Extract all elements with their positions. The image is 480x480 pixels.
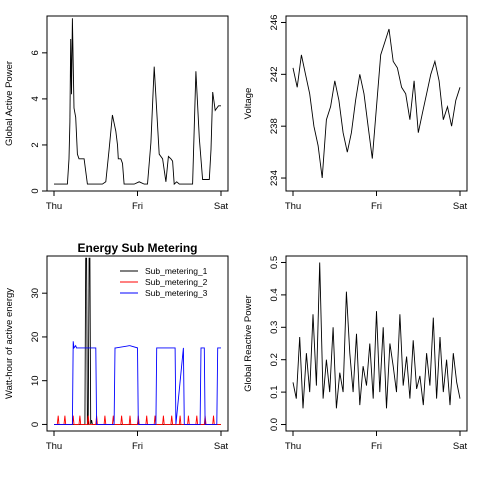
y-tick-label: 0.1 [269,386,280,399]
legend-entry: Sub_metering_1 [145,266,208,276]
x-tick-label: Sat [453,201,468,212]
x-tick-label: Thu [285,441,301,452]
chart-title: Energy Sub Metering [77,241,197,255]
y-axis-label: Global Active Power [4,61,15,146]
series-line-4-1 [293,263,460,409]
x-tick-label: Fri [132,201,143,212]
y-tick-label: 20 [30,332,41,343]
y-tick-label: 0.2 [269,353,280,366]
y-tick-label: 238 [269,118,280,134]
x-tick-label: Thu [46,441,62,452]
y-tick-label: 234 [269,170,280,186]
y-axis-label: Watt-hour of active energy [4,288,15,399]
x-tick-label: Sat [453,441,468,452]
y-tick-label: 0 [30,188,41,193]
panel-2: Thu Fri Sat 234 238 242 246 Voltage [243,15,467,212]
y-tick-label: 0.3 [269,321,280,334]
y-tick-label: 0 [30,422,41,427]
y-axis-label: Global Reactive Power [243,295,254,392]
panel-1: Thu Fri Sat 0 2 4 6 Global Active Power [4,16,228,212]
x-tick-label: Sat [214,201,229,212]
x-tick-label: Thu [46,201,62,212]
y-tick-label: 0.5 [269,256,280,269]
y-tick-label: 0.4 [269,288,280,301]
series-line-3-3 [54,341,221,424]
y-tick-label: 246 [269,15,280,31]
y-tick-label: 30 [30,288,41,299]
y-tick-label: 0.0 [269,418,280,431]
legend: Sub_metering_1Sub_metering_2Sub_metering… [120,266,208,298]
y-tick-label: 10 [30,375,41,386]
y-tick-label: 6 [30,50,41,55]
legend-entry: Sub_metering_3 [145,288,208,298]
legend-entry: Sub_metering_2 [145,277,208,287]
y-tick-label: 2 [30,142,41,147]
panel-3: Thu Fri Sat 0 10 20 30 Watt-hour of active ener… [4,241,228,452]
series-line-3-2 [54,416,221,425]
series-line-2-1 [293,29,460,178]
panel-4: Thu Fri Sat 0.0 0.1 0.2 0.3 0.4 0.5 Global Reacti… [243,256,467,452]
x-tick-label: Fri [371,441,382,452]
y-axis-label: Voltage [243,88,254,120]
x-tick-label: Sat [214,441,229,452]
series-line-1-1 [54,18,221,184]
y-tick-label: 242 [269,66,280,82]
y-tick-label: 4 [30,96,41,101]
x-tick-label: Fri [132,441,143,452]
x-tick-label: Thu [285,201,301,212]
x-tick-label: Fri [371,201,382,212]
